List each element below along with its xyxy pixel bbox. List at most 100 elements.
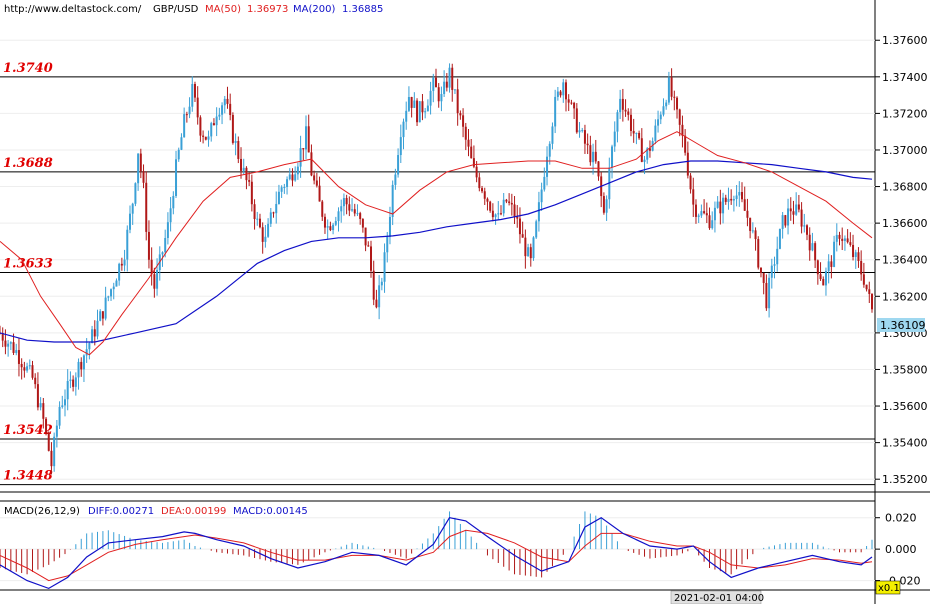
candle-body (402, 121, 405, 138)
price-tick-label: 1.36400 (882, 254, 928, 267)
candle-body (250, 181, 253, 205)
candle-body (310, 152, 313, 176)
candle-body (199, 117, 202, 136)
candle-body (202, 135, 205, 137)
candle-body (570, 102, 573, 104)
candle-body (589, 145, 592, 163)
candle-body (803, 225, 806, 227)
candle-body (662, 106, 665, 115)
source-url: http://www.deltastock.com/ (4, 4, 142, 15)
candle-body (356, 213, 359, 215)
candle-body (564, 82, 567, 100)
candle-body (302, 148, 305, 150)
candle-body (107, 296, 110, 298)
candle-body (391, 184, 394, 217)
candle-body (508, 201, 511, 203)
candle-body (104, 297, 107, 319)
candle-body (838, 234, 841, 239)
macd-label: MACD(26,12,9) (4, 506, 80, 517)
candle-body (502, 199, 505, 214)
candle-body (253, 204, 256, 220)
candle-body (88, 343, 91, 350)
candle-body (294, 174, 297, 181)
candle-body (540, 189, 543, 203)
candle-body (619, 98, 622, 113)
candle-body (787, 208, 790, 226)
candle-body (258, 218, 261, 228)
level-label: 1.3448 (3, 469, 53, 484)
candle-body (852, 244, 855, 257)
candle-body (697, 215, 700, 217)
candle-body (183, 114, 186, 138)
candle-body (632, 130, 635, 134)
candle-body (196, 97, 199, 118)
candle-body (353, 209, 356, 214)
candle-body (231, 114, 234, 143)
candlesticks (0, 63, 873, 475)
candle-body (66, 381, 69, 400)
candle-body (692, 189, 695, 205)
candle-body (437, 87, 440, 102)
candle-body (681, 124, 684, 136)
candle-body (713, 207, 716, 221)
candle-body (4, 340, 7, 347)
candle-body (689, 175, 692, 190)
candle-body (380, 281, 383, 286)
candle-body (248, 180, 251, 182)
candle-body (773, 264, 776, 266)
last-price-value: 1.36109 (880, 319, 926, 332)
candle-body (629, 114, 632, 131)
candle-body (161, 252, 164, 255)
candle-body (1, 333, 4, 341)
level-label: 1.3740 (3, 61, 53, 76)
candle-body (405, 110, 408, 122)
candle-body (643, 159, 646, 162)
price-tick-label: 1.36200 (882, 290, 928, 303)
candle-body (53, 436, 56, 467)
candle-body (424, 111, 427, 113)
ma50-line (0, 131, 873, 356)
candle-body (177, 149, 180, 160)
candle-body (732, 199, 735, 201)
candle-body (489, 201, 492, 211)
candle-body (15, 350, 18, 353)
candle-body (822, 279, 825, 286)
price-tick-label: 1.36800 (882, 181, 928, 194)
candle-body (221, 105, 224, 115)
candle-body (283, 187, 286, 189)
candle-body (843, 238, 846, 241)
candle-body (185, 114, 188, 116)
candle-body (12, 342, 15, 353)
candle-body (478, 177, 481, 189)
candle-body (288, 174, 291, 180)
candle-body (156, 270, 159, 289)
candle-body (264, 236, 267, 242)
time-cursor-label: 2021-02-01 04:00 (674, 593, 764, 604)
candle-body (624, 109, 627, 112)
candle-body (581, 130, 584, 132)
candle-body (854, 252, 857, 257)
candle-body (432, 77, 435, 91)
candle-body (719, 201, 722, 214)
candle-body (459, 113, 462, 116)
candle-body (532, 237, 535, 259)
candle-body (345, 198, 348, 205)
candle-body (134, 183, 137, 204)
candle-body (299, 148, 302, 167)
candle-body (188, 106, 191, 115)
candle-body (91, 329, 94, 344)
candle-body (326, 226, 329, 228)
candle-body (61, 405, 64, 407)
candle-body (435, 77, 437, 88)
candle-body (348, 204, 351, 211)
candle-body (50, 450, 53, 467)
candle-body (99, 311, 102, 321)
price-tick-label: 1.35200 (882, 473, 928, 486)
candle-body (315, 180, 318, 186)
candle-body (535, 221, 538, 238)
candle-body (286, 179, 289, 188)
candle-body (55, 425, 58, 437)
candle-body (407, 97, 410, 111)
candle-body (635, 132, 638, 134)
